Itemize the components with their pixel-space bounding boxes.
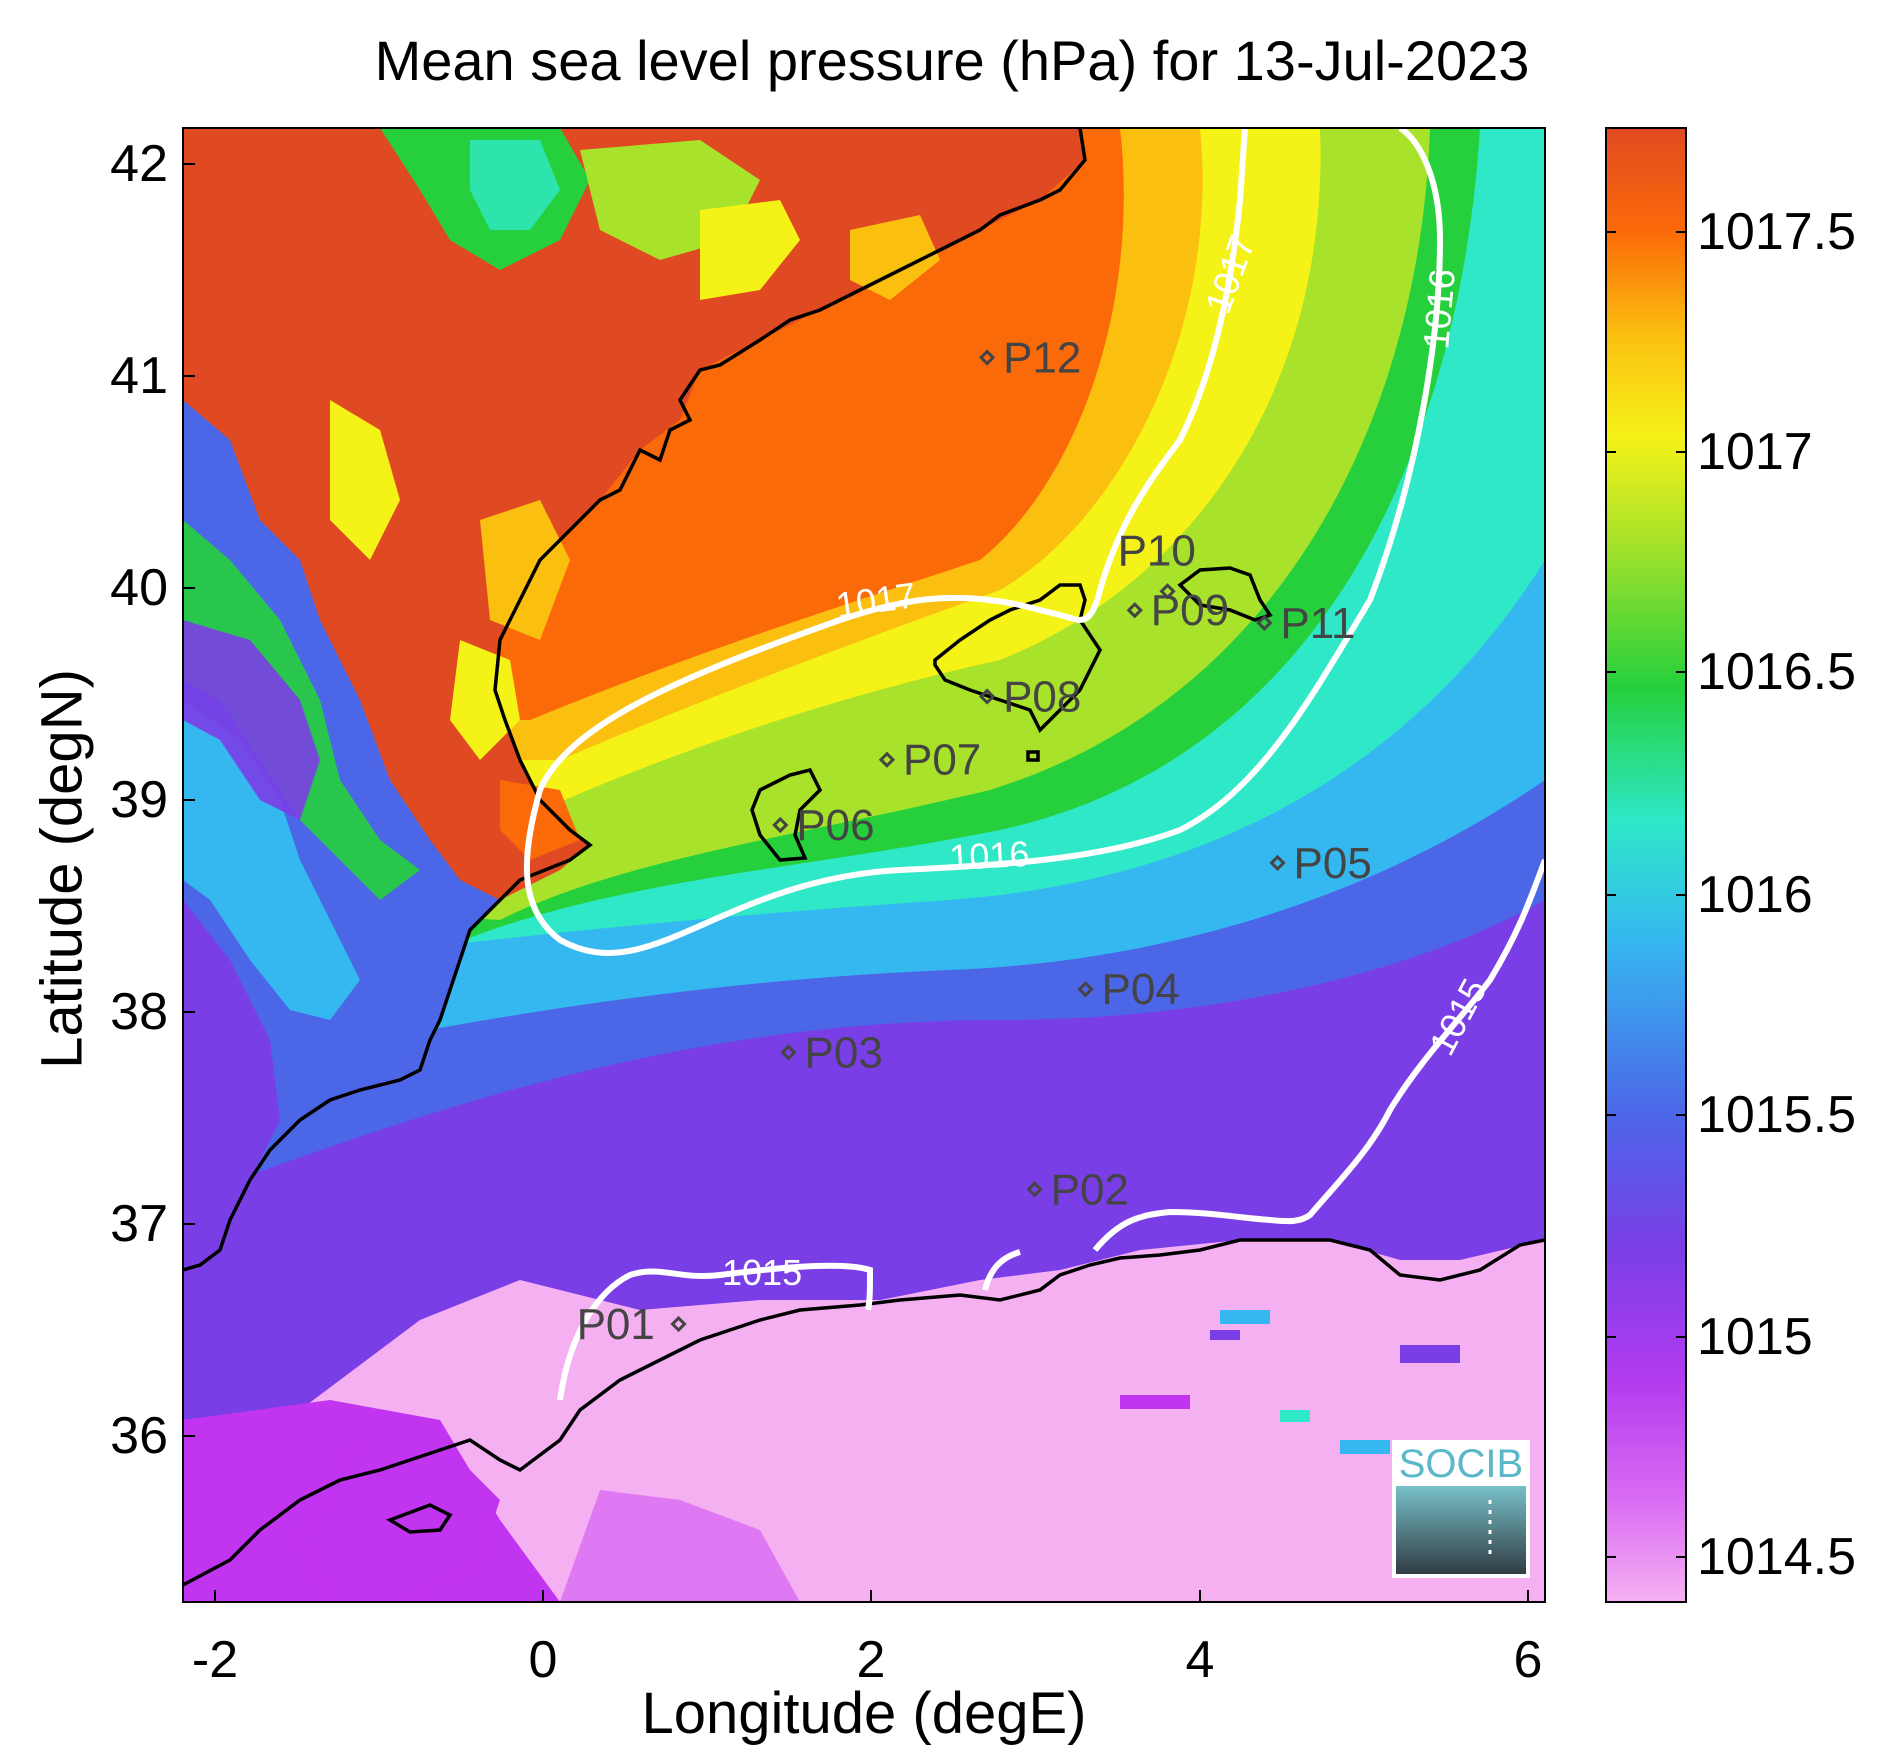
station-marker-p09 [1126,602,1143,619]
station-label-p12: P12 [1003,334,1081,383]
x-tick-label: 2 [856,1631,886,1689]
station-marker-p12 [978,349,996,366]
socib-logo: SOCIB [1392,1440,1530,1578]
station-marker-p07 [878,751,896,768]
isobar-label-1016-a: 1016 [948,833,1030,878]
station-label-p08: P08 [1003,673,1081,722]
isobar-1015-a [557,1262,874,1401]
station-marker-p10 [1159,583,1176,600]
coastline [183,128,1545,1587]
station-label-p10: P10 [1118,526,1196,575]
isobar-1016 [523,128,1444,956]
x-tick-label: -2 [191,1631,239,1689]
isobar-1015-b [982,858,1545,1291]
station-marker-p04 [1077,981,1094,998]
isobar-label-1015-a: 1015 [722,1252,802,1293]
station-marker-p01 [670,1315,687,1333]
colorbar-tick-label: 1016.5 [1697,643,1857,701]
y-tick-label: 40 [110,559,168,617]
y-tick-label: 39 [110,771,168,829]
y-tick-label: 36 [110,1407,168,1465]
station-marker-p05 [1269,854,1286,872]
station-marker-p11 [1256,614,1273,631]
station-marker-p06 [772,816,789,834]
colorbar-tick-label: 1017 [1697,423,1813,481]
station-label-p03: P03 [805,1028,883,1077]
x-axis-label: Longitude (degE) [641,1681,1087,1746]
chart-title: Mean sea level pressure (hPa) for 13-Jul… [374,29,1530,92]
isobar-1017 [537,128,1248,792]
colorbar-tick-label: 1017.5 [1697,203,1857,261]
colorbar-tick-label: 1016 [1697,866,1813,924]
colorbar-tick-label: 1014.5 [1697,1528,1857,1586]
x-tick-label: 4 [1185,1631,1215,1689]
station-marker-p03 [780,1044,797,1061]
colorbar-tick-label: 1015.5 [1697,1086,1857,1144]
y-tick-label: 38 [110,983,168,1041]
colorbar-tick-label: 1015 [1697,1308,1813,1366]
station-label-p02: P02 [1051,1165,1129,1214]
station-label-p11: P11 [1280,599,1355,648]
station-marker-p08 [978,688,996,705]
x-tick-label: 0 [528,1631,558,1689]
station-label-p04: P04 [1102,965,1180,1014]
colorbar-ticks [1606,231,1686,1558]
station-label-p07: P07 [903,736,981,785]
y-axis-label: Latitude (degN) [29,669,95,1069]
station-label-p01: P01 [577,1300,655,1349]
map-frame [182,127,1546,1603]
station-marker-p02 [1026,1181,1043,1198]
axis-ticks [183,163,1529,1602]
y-tick-label: 37 [110,1195,168,1253]
station-label-p05: P05 [1294,839,1372,888]
isobar-label-1016-b: 1016 [1415,267,1463,350]
station-label-p06: P06 [796,801,874,850]
isobars [523,128,1545,1401]
logo-text: SOCIB [1399,1442,1523,1486]
y-tick-label: 42 [110,135,168,193]
y-tick-label: 41 [110,347,168,405]
colorbar [1605,127,1687,1603]
pressure-field [183,128,1545,1602]
x-tick-label: 6 [1513,1631,1543,1689]
